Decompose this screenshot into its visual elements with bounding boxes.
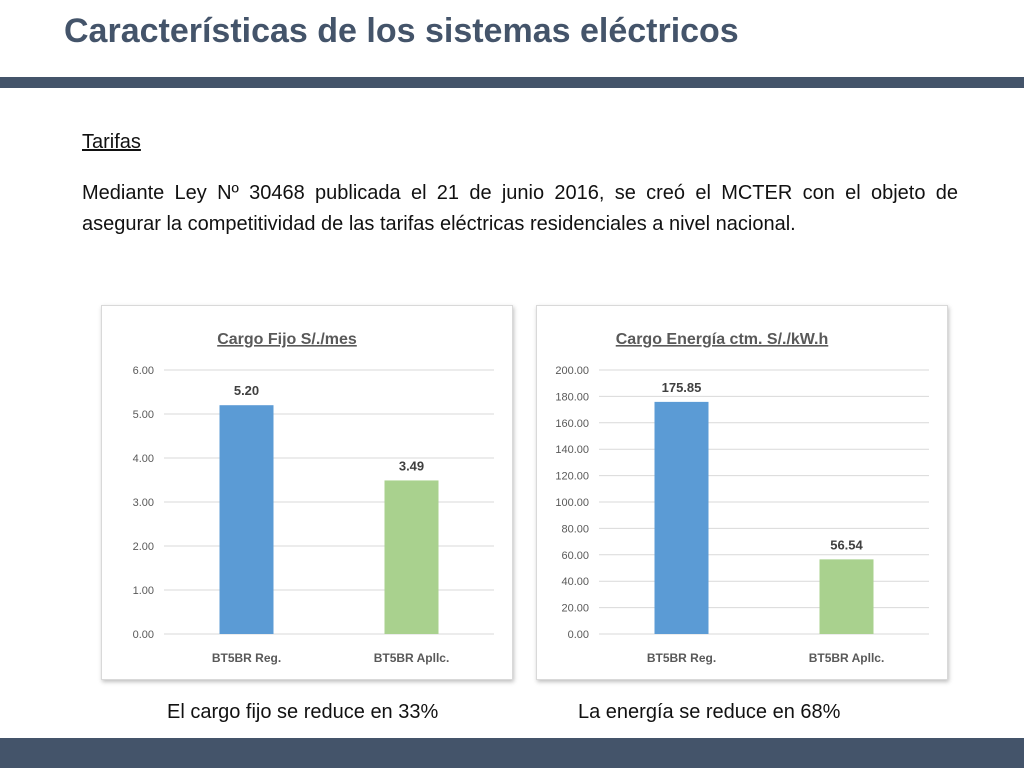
y-tick-label: 100.00 [555,497,589,509]
chart-title: Cargo Fijo S/./mes [217,331,357,348]
chart-cargo-fijo-svg: Cargo Fijo S/./mes 0.00 1.00 2.00 3.00 4.00 5.… [133,331,494,665]
section-heading: Tarifas [82,131,141,153]
chart-cargo-energia-svg: Cargo Energía ctm. S/./kW.h 0.00 20.00 40.0… [555,331,929,665]
data-label: 5.20 [234,383,259,398]
x-category-label: BT5BR Reg. [212,651,281,665]
body-paragraph: Mediante Ley Nº 30468 publicada el 21 de… [82,182,958,235]
y-tick-label: 160.00 [555,418,589,430]
y-tick-label: 60.00 [561,550,589,562]
x-category-label: BT5BR Apllc. [809,651,885,665]
data-label: 175.85 [662,380,702,395]
x-category-label: BT5BR Reg. [647,651,716,665]
y-tick-label: 3.00 [133,497,154,509]
data-label: 3.49 [399,458,424,473]
y-tick-label: 140.00 [555,444,589,456]
y-tick-label: 4.00 [133,453,154,465]
caption-cargo-fijo: El cargo fijo se reduce en 33% [167,701,439,723]
y-tick-label: 200.00 [555,365,589,377]
y-tick-label: 0.00 [133,629,154,641]
x-category-label: BT5BR Apllc. [374,651,450,665]
y-tick-label: 0.00 [568,629,589,641]
caption-energia: La energía se reduce en 68% [578,701,841,723]
bar-aplic [819,559,874,634]
footer-bar [0,738,1024,768]
chart-cargo-energia: Cargo Energía ctm. S/./kW.h 0.00 20.00 40.0… [536,305,948,680]
y-tick-label: 6.00 [133,365,154,377]
y-tick-label: 180.00 [555,391,589,403]
title-divider [0,77,1024,88]
y-tick-label: 120.00 [555,471,589,483]
y-tick-label: 1.00 [133,585,154,597]
bar-reg [654,401,709,634]
bar-aplic [384,480,439,634]
y-tick-label: 2.00 [133,541,154,553]
bar-reg [219,405,274,634]
y-tick-label: 20.00 [561,603,589,615]
data-label: 56.54 [830,537,863,552]
y-tick-label: 80.00 [561,523,589,535]
slide-title: Características de los sistemas eléctric… [64,12,739,50]
chart-cargo-fijo: Cargo Fijo S/./mes 0.00 1.00 2.00 3.00 4.00 5.… [101,305,513,680]
chart-title: Cargo Energía ctm. S/./kW.h [616,331,829,348]
y-tick-label: 5.00 [133,409,154,421]
y-tick-label: 40.00 [561,576,589,588]
